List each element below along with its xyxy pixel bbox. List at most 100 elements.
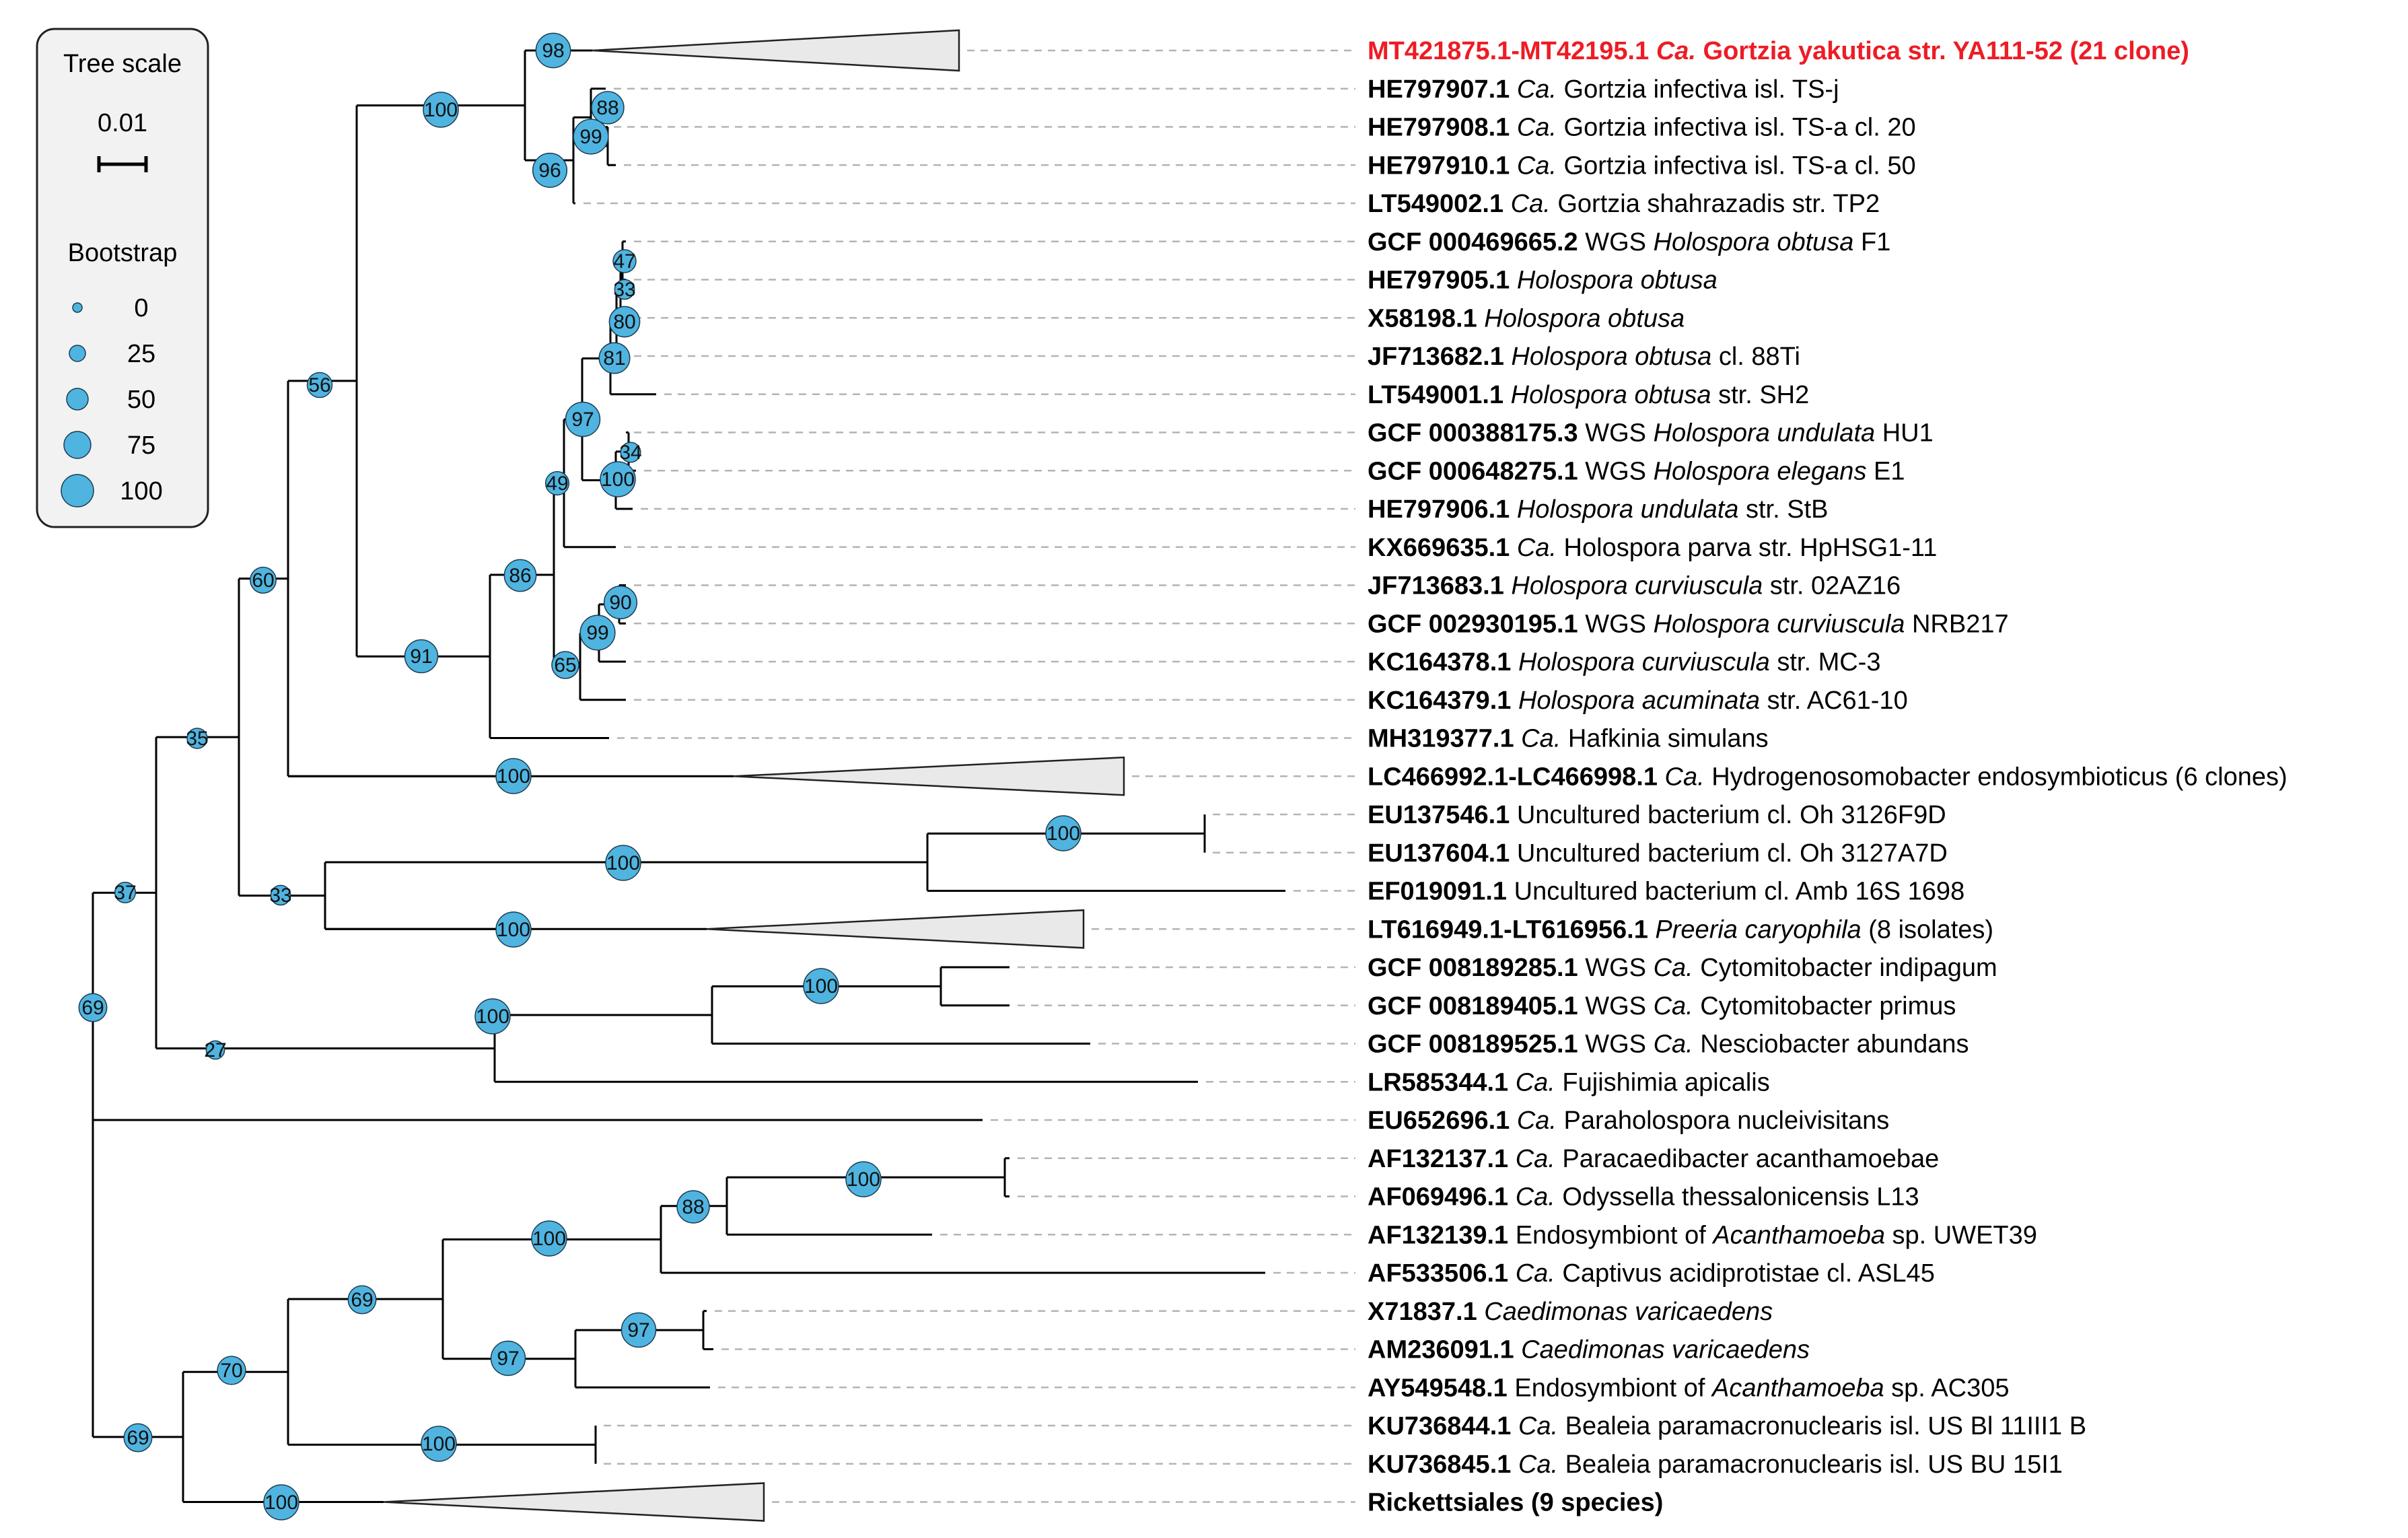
taxon-label: AF132139.1 Endosymbiont of Acanthamoeba … [1368, 1221, 2037, 1249]
bootstrap-node: 100 [1045, 815, 1082, 851]
bootstrap-legend-circle-25 [69, 345, 86, 362]
bootstrap-value: 100 [1047, 823, 1080, 845]
bootstrap-value: 97 [497, 1348, 519, 1370]
taxon-name-part [1510, 75, 1517, 104]
bootstrap-value: 100 [601, 468, 635, 491]
bootstrap-circle [544, 470, 570, 496]
taxon-accession: LT549002.1 [1368, 190, 1503, 218]
bootstrap-circle [78, 993, 108, 1022]
bootstrap-value: 37 [114, 882, 136, 904]
bootstrap-value: 100 [606, 852, 640, 874]
taxon-name-part: Fujishimia apicalis [1555, 1068, 1770, 1096]
taxon-label: X71837.1 Caedimonas varicaedens [1368, 1298, 1773, 1326]
taxon-name-part: Odyssella thessalonicensis L13 [1555, 1183, 1919, 1212]
bootstrap-node: 100 [600, 461, 636, 497]
taxon-name-part: Hafkinia simulans [1561, 725, 1768, 753]
taxon-name-part: Acanthamoeba [1711, 1374, 1884, 1402]
collapsed-rickettsiales [383, 1482, 765, 1522]
taxon-name-part: Holospora parva str. HpHSG1-11 [1557, 534, 1937, 562]
collapsed-gortzia-yakutica [592, 29, 960, 72]
taxon-name-part: Holospora curviuscula [1654, 610, 1905, 638]
taxon-name-part: Ca. [1517, 534, 1557, 562]
bootstrap-node: 100 [421, 1426, 457, 1462]
taxon-label: AM236091.1 Caedimonas varicaedens [1368, 1336, 1810, 1364]
taxon-accession: LR585344.1 [1368, 1068, 1508, 1096]
bootstrap-value: 86 [509, 565, 531, 587]
bootstrap-value: 34 [619, 442, 641, 464]
bootstrap-circle [605, 845, 641, 881]
taxon-name-part: Hydrogenosomobacter endosymbioticus (6 c… [1705, 763, 2288, 791]
taxon-name-part: Gortzia infectiva isl. TS-a cl. 20 [1557, 114, 1916, 142]
bootstrap-node: 47 [612, 249, 637, 273]
taxon-name-part: Ca. [1518, 1450, 1558, 1479]
legend: Tree scale 0.01 Bootstrap 0 25 50 75 100 [36, 28, 209, 528]
taxon-name-part: Paraholospora nucleivisitans [1557, 1107, 1889, 1135]
taxon-label: AY549548.1 Endosymbiont of Acanthamoeba … [1368, 1374, 2010, 1402]
bootstrap-circle [531, 1220, 567, 1257]
bootstrap-legend-label-100: 100 [120, 477, 162, 505]
collapsed-clades [383, 29, 1125, 1522]
bootstrap-value: 49 [546, 473, 568, 495]
bootstrap-node: 97 [565, 401, 601, 438]
bootstrap-node: 70 [217, 1356, 246, 1385]
taxon-label: JF713682.1 Holospora obtusa cl. 88Ti [1368, 343, 1800, 371]
taxon-name-part: Holospora obtusa [1517, 267, 1718, 295]
taxon-accession: HE797907.1 [1368, 75, 1510, 104]
taxon-label: GCF 008189285.1 WGS Ca. Cytomitobacter i… [1368, 954, 1997, 982]
taxon-name-part: Ca. [1654, 1030, 1693, 1059]
tree-scale-value: 0.01 [98, 109, 147, 137]
taxon-name-part: WGS [1578, 954, 1654, 982]
bootstrap-value: 81 [603, 347, 625, 370]
taxon-name-part: F1 [1853, 228, 1890, 256]
bootstrap-node: 88 [676, 1190, 710, 1224]
taxon-label: KC164379.1 Holospora acuminata str. AC61… [1368, 687, 1908, 715]
bootstrap-node: 27 [204, 1039, 226, 1061]
taxon-name-part: Captivus acidiprotistae cl. ASL45 [1555, 1259, 1935, 1288]
bootstrap-circle [591, 91, 625, 125]
taxon-name-part: Gortzia yakutica str. YA111-52 (21 clone… [1696, 37, 2189, 65]
taxon-name-part: HU1 [1875, 419, 1934, 448]
taxon-name-part: Cytomitobacter primus [1693, 992, 1956, 1020]
taxon-name-part: cl. 88Ti [1711, 343, 1800, 371]
taxon-name-part [1511, 648, 1518, 676]
bootstrap-value: 47 [613, 250, 635, 273]
taxon-name-part: str. AC61-10 [1760, 687, 1908, 715]
bootstrap-circle [535, 32, 571, 69]
taxon-name-part: Ca. [1517, 151, 1557, 180]
bootstrap-legend-circle-100 [61, 474, 94, 508]
bootstrap-circle [186, 728, 208, 749]
bootstrap-circle [404, 639, 439, 674]
taxon-label: KU736844.1 Ca. Bealeia paramacronucleari… [1368, 1412, 2086, 1440]
bootstrap-node: 33 [269, 884, 291, 907]
bootstrap-circle [598, 342, 631, 374]
taxon-name-part: Ca. [1654, 992, 1693, 1020]
bootstrap-node: 90 [603, 585, 638, 620]
taxon-label: KC164378.1 Holospora curviuscula str. MC… [1368, 648, 1880, 676]
taxon-accession: JF713682.1 [1368, 343, 1504, 371]
taxon-accession: HE797906.1 [1368, 495, 1510, 524]
bootstrap-circle [217, 1356, 246, 1385]
taxon-name-part: Endosymbiont of [1508, 1221, 1713, 1249]
taxon-accession: KU736845.1 [1368, 1450, 1511, 1479]
taxon-accession: GCF 008189525.1 [1368, 1030, 1578, 1059]
bootstrap-value: 69 [127, 1427, 149, 1449]
legend-box [36, 28, 209, 528]
taxon-name-part [1508, 1068, 1516, 1096]
taxon-name-part [1508, 1183, 1516, 1212]
taxon-accession: GCF 008189405.1 [1368, 992, 1578, 1020]
taxon-name-part: Ca. [1516, 1259, 1555, 1288]
taxon-accession: AF069496.1 [1368, 1183, 1508, 1212]
bootstrap-legend-circle-75 [63, 431, 92, 459]
bootstrap-value: 96 [538, 160, 561, 182]
bootstrap-circle [490, 1340, 526, 1376]
taxon-name-part: WGS [1578, 228, 1654, 256]
taxon-name-part: Holospora curviuscula [1511, 572, 1763, 600]
bootstrap-value: 69 [81, 997, 104, 1019]
taxon-name-part: Bealeia paramacronuclearis isl. US Bl 11… [1558, 1412, 2086, 1440]
taxon-accession: EU137604.1 [1368, 839, 1510, 868]
bootstrap-node: 69 [123, 1423, 153, 1453]
taxon-name-part: Ca. [1517, 75, 1557, 104]
bootstrap-node: 100 [531, 1220, 567, 1257]
taxon-name-part: str. MC-3 [1770, 648, 1881, 676]
bootstrap-circle [603, 585, 638, 620]
